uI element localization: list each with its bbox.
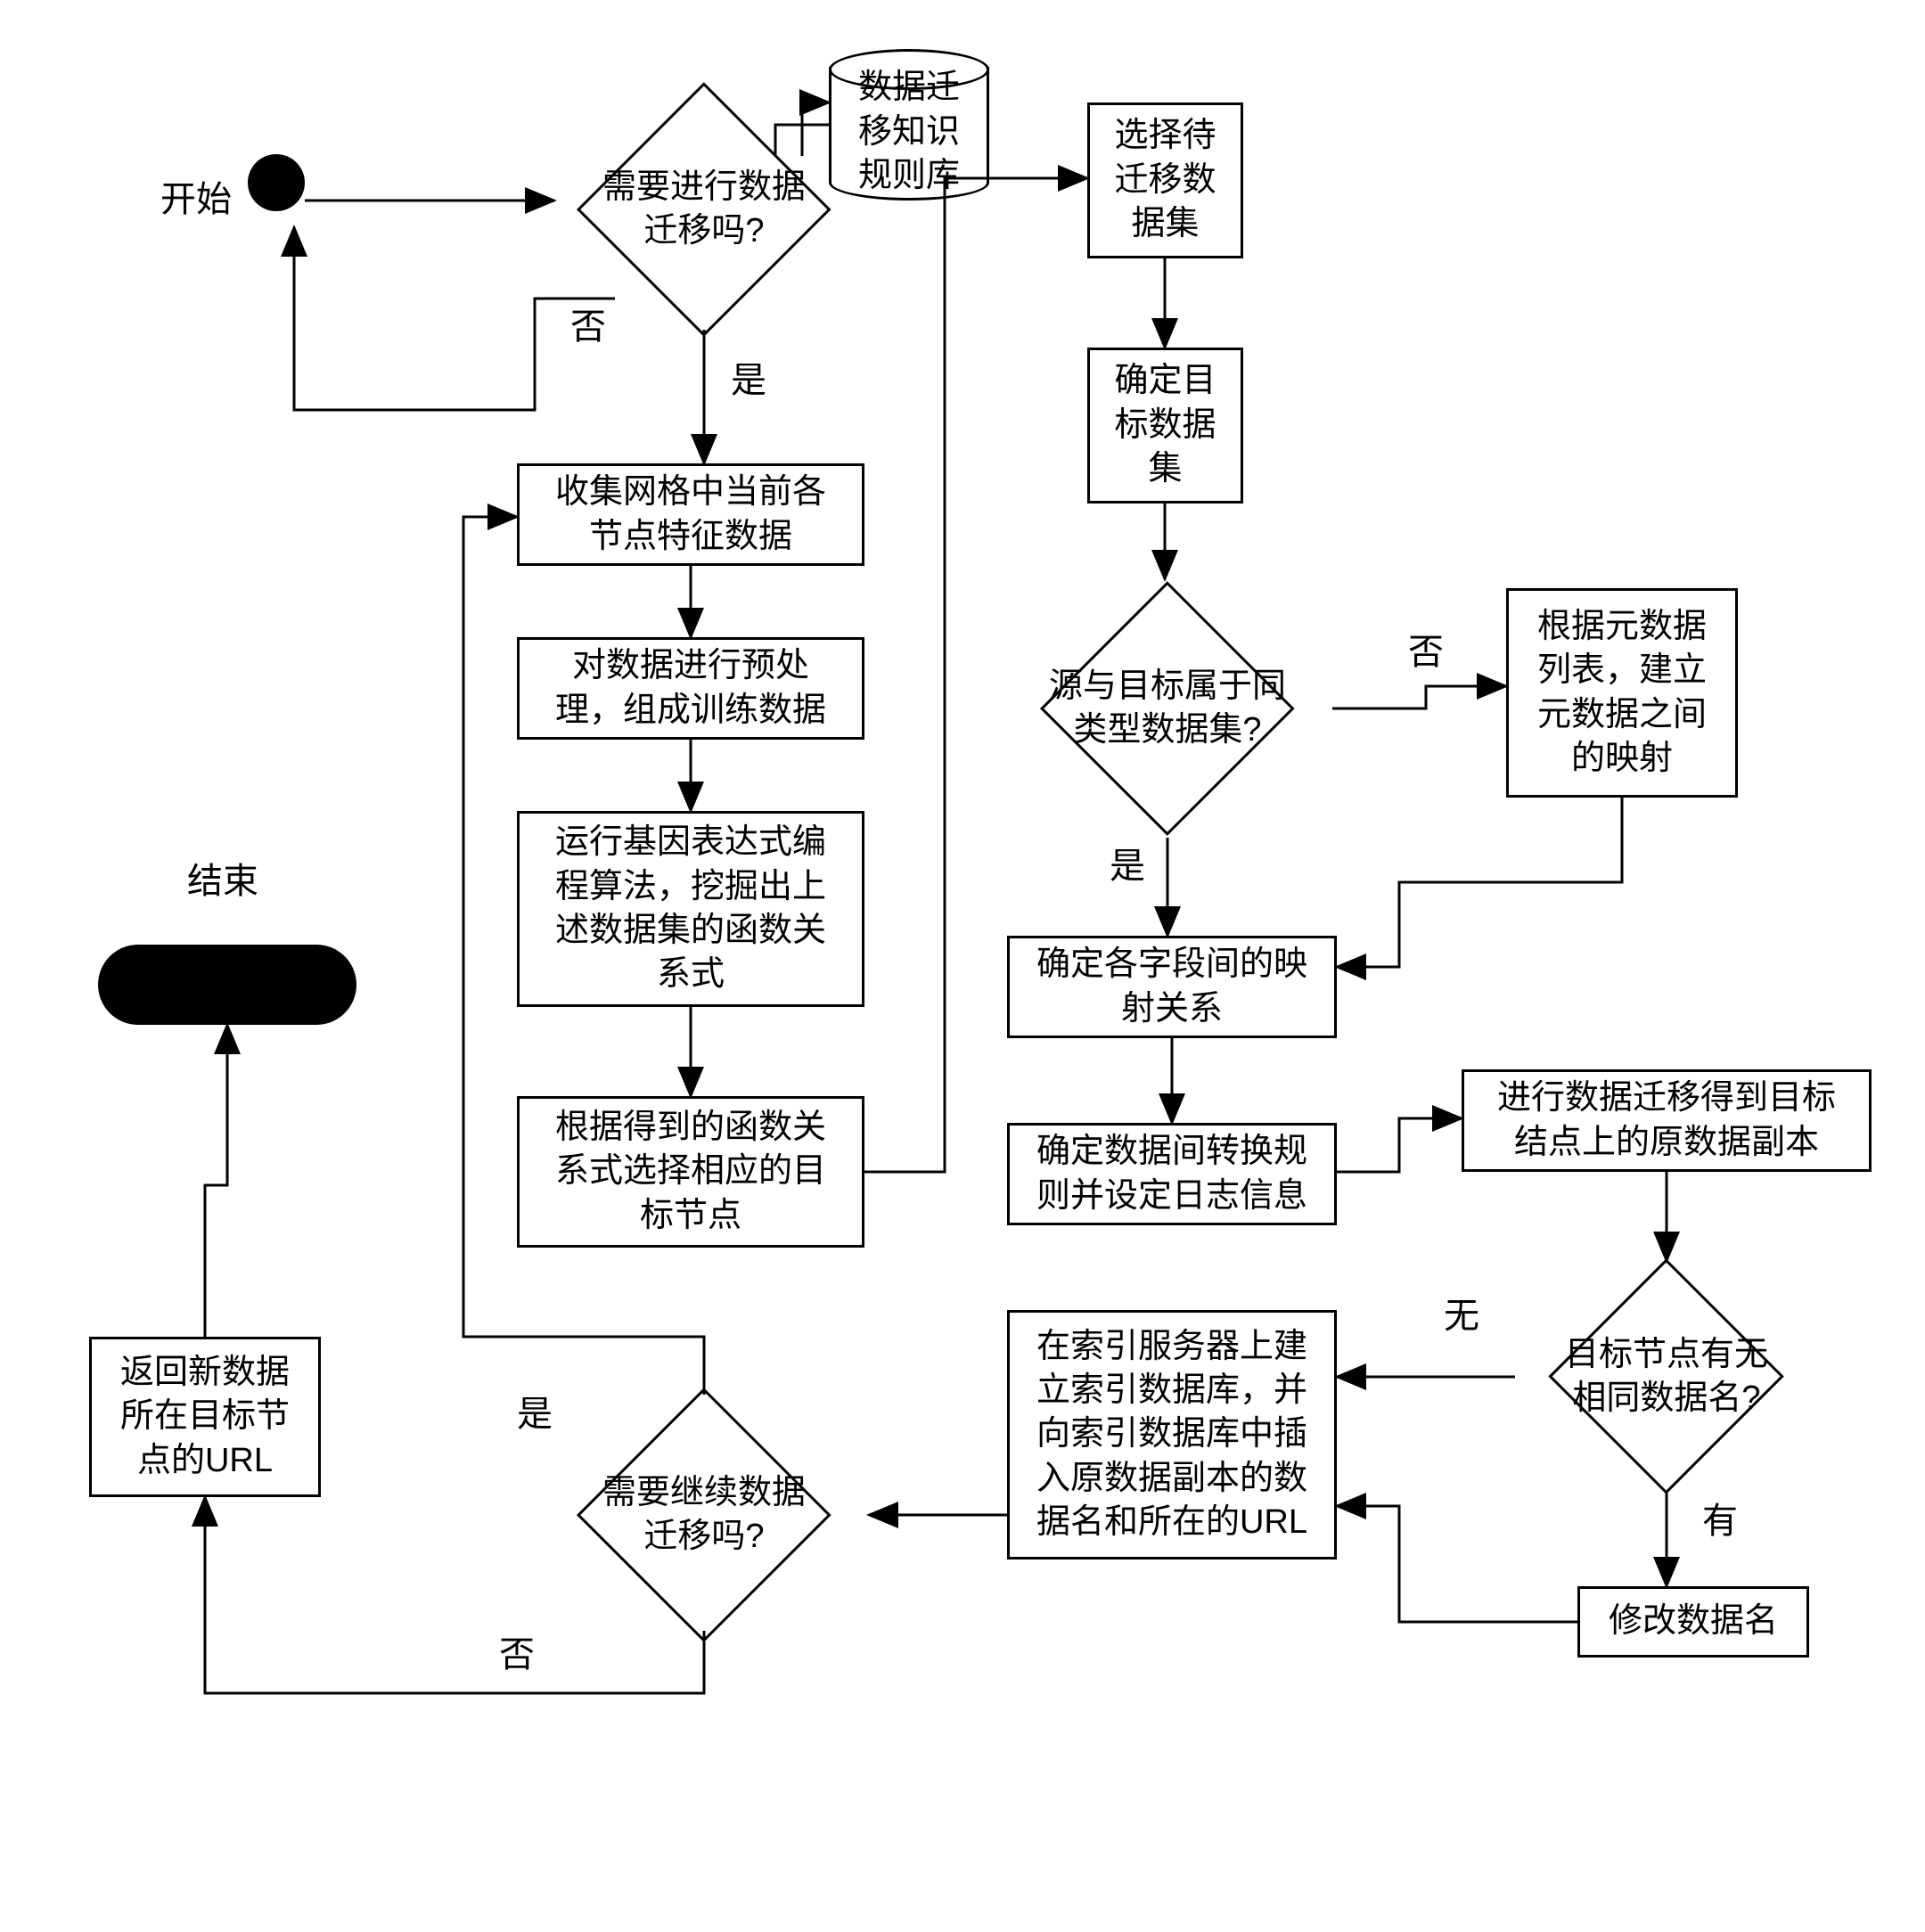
node-b8: 确定各字段间的映射关系 <box>1007 936 1337 1038</box>
decision-d2 <box>1040 581 1294 835</box>
svg-text:是: 是 <box>517 1394 553 1434</box>
decision-d4 <box>577 1388 831 1641</box>
svg-text:无: 无 <box>1444 1296 1479 1336</box>
node-b13: 返回新数据所在目标节点的URL <box>89 1337 321 1497</box>
cylinder-knowledge-base: 数据迁移知识规则库 <box>829 67 989 201</box>
end-node <box>98 945 356 1025</box>
node-b1: 收集网格中当前各节点特征数据 <box>517 463 864 566</box>
svg-text:有: 有 <box>1702 1501 1738 1541</box>
node-b5: 选择待迁移数据集 <box>1087 102 1243 258</box>
svg-text:是: 是 <box>731 360 766 400</box>
node-b2: 对数据进行预处理，组成训练数据 <box>517 637 864 740</box>
node-b7: 根据元数据列表，建立元数据之间的映射 <box>1506 588 1738 798</box>
start-node <box>248 154 305 211</box>
decision-d3 <box>1549 1259 1785 1495</box>
start-label: 开始 <box>160 178 232 221</box>
flowchart-canvas: 数据迁移知识规则库开始结束需要进行数据迁移吗?收集网格中当前各节点特征数据对数据… <box>0 0 1925 1932</box>
node-b6: 确定目标数据集 <box>1087 348 1243 503</box>
svg-text:是: 是 <box>1110 846 1145 886</box>
node-b4: 根据得到的函数关系式选择相应的目标节点 <box>517 1096 864 1248</box>
svg-text:否: 否 <box>1408 632 1444 672</box>
svg-text:否: 否 <box>570 307 606 347</box>
node-b12: 在索引服务器上建立索引数据库，并向索引数据库中插入原数据副本的数据名和所在的UR… <box>1007 1310 1337 1560</box>
svg-text:否: 否 <box>499 1634 535 1674</box>
node-b9: 确定数据间转换规则并设定日志信息 <box>1007 1123 1337 1225</box>
end-label: 结束 <box>187 860 258 903</box>
node-b11: 修改数据名 <box>1577 1586 1809 1658</box>
node-b10: 进行数据迁移得到目标结点上的原数据副本 <box>1462 1069 1872 1172</box>
decision-d1 <box>577 82 831 336</box>
node-b3: 运行基因表达式编程算法，挖掘出上述数据集的函数关系式 <box>517 811 864 1007</box>
